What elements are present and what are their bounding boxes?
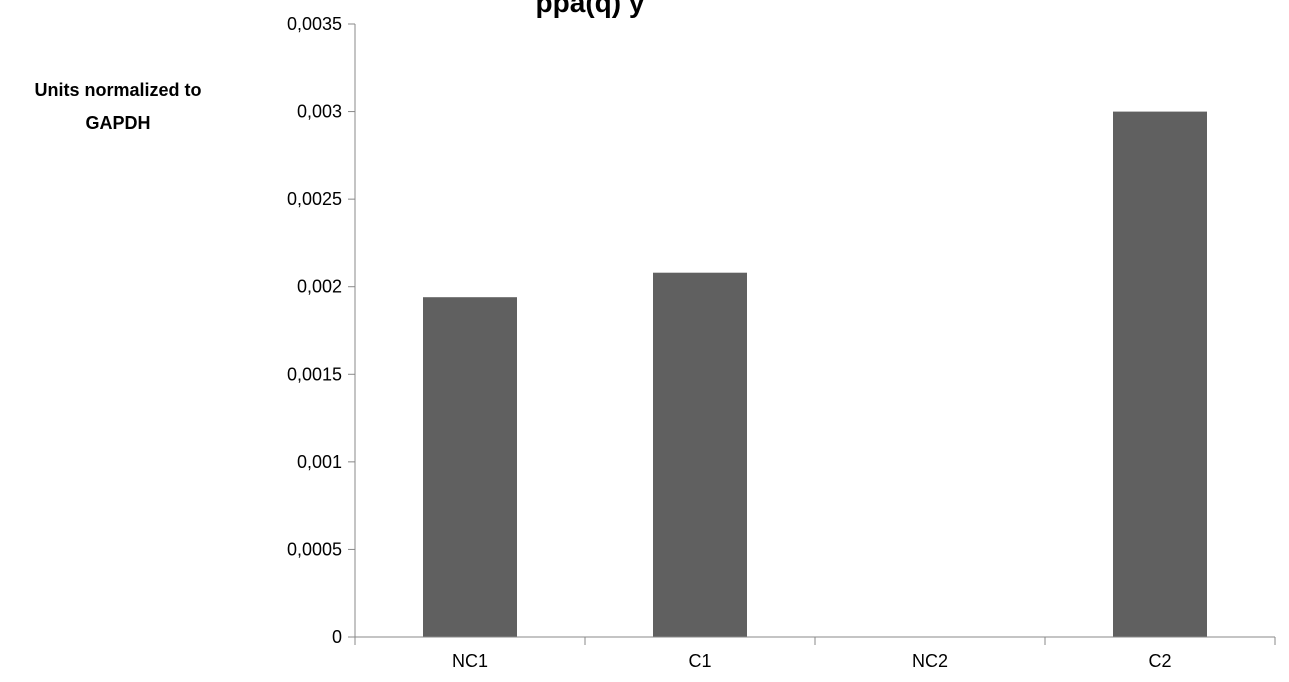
x-tick-label-c2: C2 — [1148, 651, 1171, 671]
y-tick-label: 0,002 — [297, 277, 342, 297]
y-tick-label: 0,0035 — [287, 14, 342, 34]
x-axis: NC1 C1 NC2 C2 — [354, 636, 1276, 671]
y-tick-label: 0,001 — [297, 452, 342, 472]
y-tick-label: 0,003 — [297, 102, 342, 122]
x-tick-label-nc2: NC2 — [912, 651, 948, 671]
y-tick-label: 0,0025 — [287, 189, 342, 209]
bar-c2 — [1113, 111, 1207, 638]
x-tick-label-nc1: NC1 — [452, 651, 488, 671]
y-axis-label-line-1: Units normalized to — [34, 80, 201, 100]
x-tick-label-c1: C1 — [688, 651, 711, 671]
y-tick-label: 0,0015 — [287, 364, 342, 384]
y-axis: 0 0,0005 0,001 0,0015 0,002 0,0025 0,003 0,0035 — [287, 14, 356, 647]
y-tick-label: 0,0005 — [287, 539, 342, 559]
chart-title-fragment: ppa(q) y — [536, 0, 645, 18]
bar-nc1 — [423, 297, 517, 637]
y-axis-label: Units normalized to GAPDH — [34, 80, 201, 133]
bars-group — [423, 111, 1207, 638]
y-axis-label-line-2: GAPDH — [85, 113, 150, 133]
y-tick-label: 0 — [332, 627, 342, 647]
bar-c1 — [653, 272, 747, 637]
